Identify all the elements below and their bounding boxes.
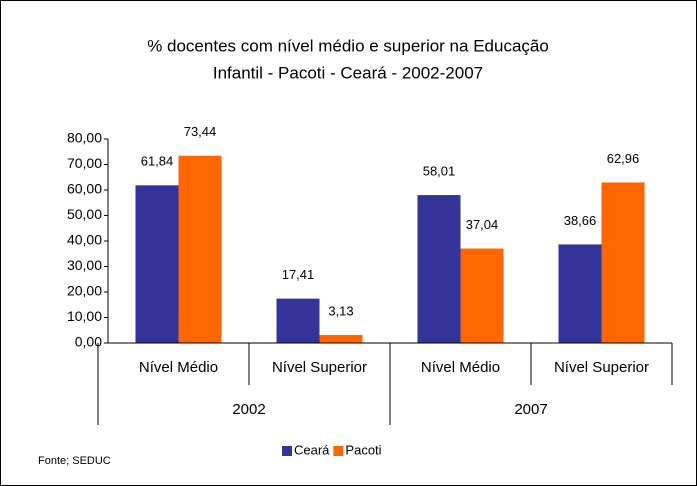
bar (601, 182, 645, 343)
y-tick-label: 10,00 (67, 308, 102, 324)
value-label: 3,13 (328, 303, 353, 318)
bar (178, 155, 222, 343)
legend-label: Pacoti (345, 442, 381, 457)
x-tick-label: Nível Médio (139, 359, 218, 376)
chart-title: % docentes com nível médio e superior na… (147, 36, 549, 55)
bar (276, 298, 320, 343)
group-label: 2007 (514, 401, 547, 418)
x-tick-label: Nível Superior (554, 359, 649, 376)
legend-swatch (282, 446, 292, 456)
bar (319, 335, 363, 343)
y-tick-label: 20,00 (67, 283, 102, 299)
value-label: 61,84 (141, 154, 174, 169)
y-tick-label: 50,00 (67, 206, 102, 222)
value-label: 58,01 (423, 164, 456, 179)
source-note: Fonte; SEDUC (38, 455, 111, 467)
y-tick-label: 30,00 (67, 257, 102, 273)
x-tick-label: Nível Superior (272, 359, 367, 376)
bar (558, 244, 602, 343)
y-tick-label: 0,00 (75, 334, 102, 350)
value-label: 73,44 (184, 124, 217, 139)
y-tick-label: 70,00 (67, 155, 102, 171)
x-tick-label: Nível Médio (421, 359, 500, 376)
group-label: 2002 (232, 401, 265, 418)
bar (417, 195, 461, 343)
legend-swatch (333, 446, 344, 456)
value-label: 37,04 (466, 217, 499, 232)
y-tick-label: 60,00 (67, 181, 102, 197)
y-tick-label: 80,00 (67, 130, 102, 146)
value-label: 17,41 (282, 267, 315, 282)
bar (135, 185, 179, 343)
value-label: 62,96 (607, 151, 640, 166)
legend-label: Ceará (294, 442, 330, 457)
chart-title: Infantil - Pacoti - Ceará - 2002-2007 (213, 63, 483, 82)
y-tick-label: 40,00 (67, 232, 102, 248)
bar (460, 248, 504, 343)
value-label: 38,66 (564, 213, 597, 228)
